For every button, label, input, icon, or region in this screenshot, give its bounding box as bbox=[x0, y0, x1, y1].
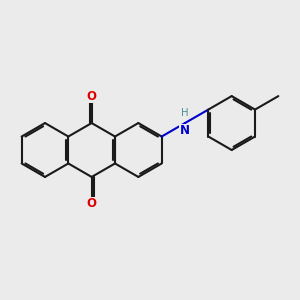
Text: H: H bbox=[181, 108, 189, 118]
Text: O: O bbox=[87, 90, 97, 103]
Text: N: N bbox=[180, 124, 190, 137]
Text: O: O bbox=[87, 197, 97, 210]
